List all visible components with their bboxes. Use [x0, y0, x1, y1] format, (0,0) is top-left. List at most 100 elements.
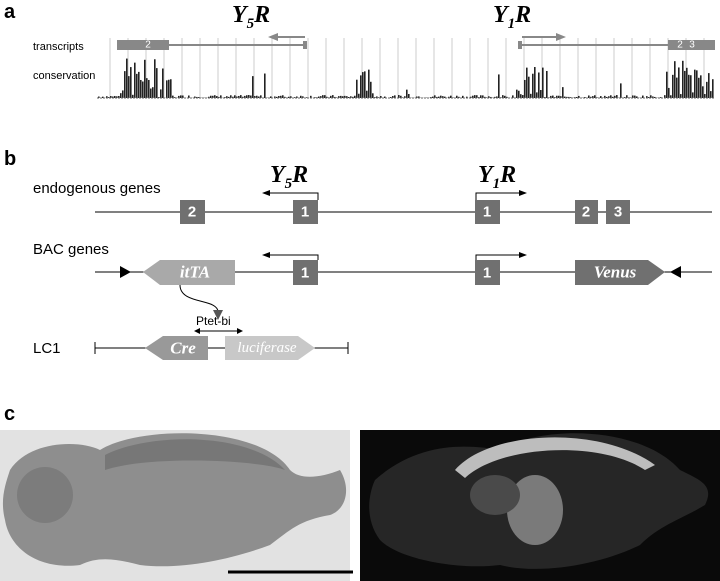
gene-sub: 1 [508, 16, 516, 32]
conservation-track-part [324, 95, 326, 98]
conservation-track-part [250, 95, 252, 98]
conservation-track-part [300, 95, 302, 98]
conservation-track-part [490, 96, 492, 98]
cassette-label: Cre [170, 339, 196, 358]
conservation-track-part [322, 95, 324, 98]
panel-label: b [4, 148, 16, 170]
conservation-track-part [394, 95, 396, 98]
conservation-track-part [534, 67, 536, 98]
conservation-track-part [240, 95, 242, 98]
conservation-track-part [114, 95, 116, 98]
conservation-track-part [404, 96, 406, 98]
gene-sub: 1 [493, 176, 501, 192]
conservation-track-part [130, 67, 132, 98]
conservation-track-part [624, 97, 626, 98]
conservation-track-part [570, 97, 572, 98]
conservation-track-part [128, 76, 130, 98]
exon-label: 2 [677, 40, 683, 51]
conservation-track-part [682, 60, 684, 98]
conservation-track-part [280, 95, 282, 98]
conservation-track-part [264, 73, 266, 98]
conservation-track-part [498, 74, 500, 98]
conservation-track-part [480, 95, 482, 98]
conservation-track-part [362, 72, 364, 98]
conservation-track-part [588, 95, 590, 98]
conservation-track-part [678, 67, 680, 98]
conservation-track-part [102, 96, 104, 98]
conservation-track-part [626, 95, 628, 98]
conservation-track-part [356, 79, 358, 98]
conservation-track-part [642, 95, 644, 98]
conservation-track-part [390, 97, 392, 98]
conservation-track-part [198, 97, 200, 98]
conservation-track-part [352, 96, 354, 98]
conservation-track-part [438, 96, 440, 98]
conservation-track-part [234, 95, 236, 98]
conservation-track-part [354, 95, 356, 98]
conservation-track-part [610, 95, 612, 98]
conservation-track-part [260, 95, 262, 98]
conservation-track-part [360, 75, 362, 98]
conservation-track-part [614, 95, 616, 98]
gene-suffix: R [291, 162, 308, 188]
conservation-track-part [552, 95, 554, 98]
conservation-track-part [154, 59, 156, 98]
conservation-track-part [384, 96, 386, 98]
conservation-track-part [256, 95, 258, 98]
conservation-track-part [502, 95, 504, 98]
conservation-track-part [242, 96, 244, 98]
cassette-label: itTA [180, 263, 210, 282]
luciferase-cassette [225, 336, 315, 360]
conservation-track-part [344, 95, 346, 98]
conservation-track-part [442, 96, 444, 98]
conservation-track-part [284, 96, 286, 98]
conservation-track-part [350, 96, 352, 98]
conservation-track-part [494, 96, 496, 98]
venus-cassette [575, 260, 665, 285]
conservation-track-part [116, 96, 118, 98]
gene-letter: Y [232, 2, 249, 28]
conservation-track-part [688, 74, 690, 98]
conservation-track-part [680, 94, 682, 98]
conservation-track-part [132, 94, 134, 98]
conservation-track-part [406, 89, 408, 98]
conservation-track-part [632, 95, 634, 98]
conservation-track-part [690, 75, 692, 98]
promoter-sub: tet-bi [204, 314, 231, 328]
gene-sub: 5 [285, 176, 293, 192]
fluorescence-image [360, 430, 720, 581]
conservation-track-part [652, 96, 654, 98]
conservation-track-part [694, 69, 696, 98]
conservation-track-part [140, 79, 142, 98]
conservation-track-part [216, 96, 218, 98]
conservation-track-part [274, 96, 276, 98]
conservation-track-part [620, 83, 622, 98]
conservation-track-part [346, 96, 348, 98]
exon-label: 3 [614, 204, 622, 221]
conservation-track-part [458, 96, 460, 98]
conservation-track-part [708, 73, 710, 98]
conservation-track-part [146, 78, 148, 98]
conservation-track-part [172, 95, 174, 98]
conservation-track-part [532, 73, 534, 98]
conservation-track-part [372, 93, 374, 98]
conservation-track-part [702, 86, 704, 98]
gene-suffix: R [514, 2, 531, 28]
conservation-track-part [526, 67, 528, 98]
conservation-track-part [600, 96, 602, 98]
conservation-track-part [564, 96, 566, 98]
conservation-track-part [160, 89, 162, 98]
conservation-track-part [370, 81, 372, 98]
conservation-track-part [118, 95, 120, 98]
conservation-track-part [208, 96, 210, 98]
conservation-track-part [278, 96, 280, 98]
conservation-track-part [180, 95, 182, 98]
conservation-track-part [472, 95, 474, 98]
conservation-track-part [416, 96, 418, 98]
conservation-track-part [148, 79, 150, 98]
row-label: endogenous genes [33, 180, 161, 197]
conservation-track-part [484, 96, 486, 98]
conservation-track-part [358, 93, 360, 98]
conservation-track-part [496, 96, 498, 98]
conservation-track-part [550, 95, 552, 98]
